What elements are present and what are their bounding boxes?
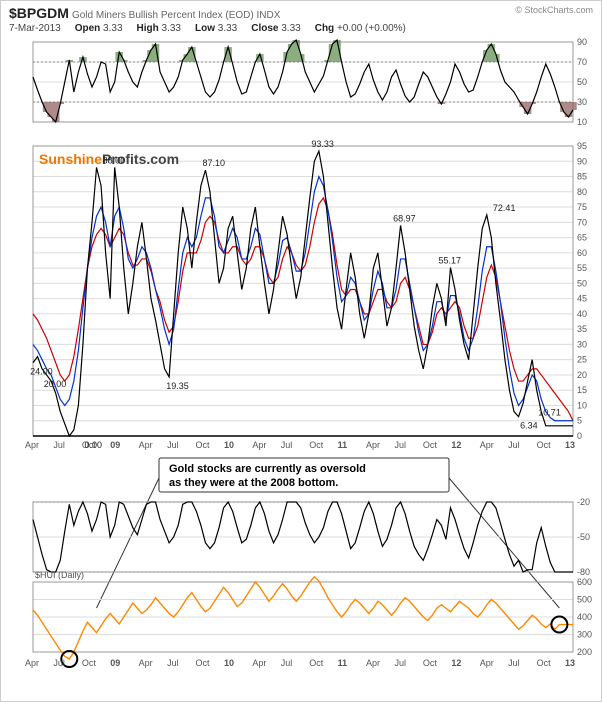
svg-text:19.35: 19.35 [166, 381, 189, 391]
svg-text:Apr: Apr [139, 440, 153, 450]
svg-text:Oct: Oct [309, 658, 324, 668]
svg-text:55: 55 [577, 263, 587, 273]
svg-text:Apr: Apr [480, 440, 494, 450]
svg-text:Apr: Apr [252, 658, 266, 668]
svg-text:72.41: 72.41 [493, 203, 516, 213]
svg-text:50: 50 [577, 278, 587, 288]
svg-text:09: 09 [110, 658, 120, 668]
svg-text:Jul: Jul [53, 658, 65, 668]
svg-text:Apr: Apr [366, 440, 380, 450]
svg-text:-50: -50 [577, 532, 590, 542]
ticker-symbol: $BPGDM [9, 5, 69, 21]
svg-text:Oct: Oct [82, 658, 97, 668]
svg-text:95: 95 [577, 141, 587, 151]
svg-text:300: 300 [577, 630, 592, 640]
svg-text:5: 5 [577, 416, 582, 426]
svg-text:Oct: Oct [537, 658, 552, 668]
ohlc-line: 7-Mar-2013 Open 3.33 High 3.33 Low 3.33 … [1, 23, 601, 38]
svg-text:30: 30 [577, 339, 587, 349]
svg-text:11: 11 [338, 440, 348, 450]
svg-text:400: 400 [577, 612, 592, 622]
svg-text:Oct: Oct [537, 440, 552, 450]
svg-text:93.33: 93.33 [311, 139, 334, 149]
svg-text:65: 65 [577, 233, 587, 243]
svg-text:Oct: Oct [423, 440, 438, 450]
svg-text:09: 09 [110, 440, 120, 450]
svg-text:12: 12 [451, 658, 461, 668]
svg-text:as they were at the 2008 botto: as they were at the 2008 bottom. [169, 477, 338, 489]
svg-text:-20: -20 [577, 497, 590, 507]
svg-text:Apr: Apr [366, 658, 380, 668]
svg-text:15: 15 [577, 385, 587, 395]
svg-text:Jul: Jul [394, 440, 406, 450]
svg-text:85: 85 [577, 172, 587, 182]
svg-text:35: 35 [577, 324, 587, 334]
svg-text:Jul: Jul [508, 440, 520, 450]
svg-text:Apr: Apr [139, 658, 153, 668]
svg-text:Jul: Jul [53, 440, 65, 450]
svg-text:Jul: Jul [281, 658, 293, 668]
attribution: © StockCharts.com [515, 5, 593, 15]
svg-text:0: 0 [577, 431, 582, 441]
svg-text:Oct: Oct [196, 658, 211, 668]
svg-text:80: 80 [577, 187, 587, 197]
svg-text:Apr: Apr [480, 658, 494, 668]
svg-text:12: 12 [451, 440, 461, 450]
chart-date: 7-Mar-2013 [9, 23, 61, 34]
svg-text:90: 90 [577, 156, 587, 166]
svg-text:Apr: Apr [25, 440, 39, 450]
svg-text:Apr: Apr [252, 440, 266, 450]
svg-text:10: 10 [224, 440, 234, 450]
svg-text:Oct: Oct [309, 440, 324, 450]
svg-text:25: 25 [577, 355, 587, 365]
svg-text:10: 10 [577, 400, 587, 410]
svg-text:Oct: Oct [423, 658, 438, 668]
svg-text:Gold stocks are currently as o: Gold stocks are currently as oversold [169, 463, 366, 475]
svg-text:40: 40 [577, 309, 587, 319]
svg-text:55.17: 55.17 [438, 256, 461, 266]
svg-text:20: 20 [577, 370, 587, 380]
svg-text:Apr: Apr [25, 658, 39, 668]
chart-svg: 10 30 50 70 90 0 5 10 15 20 25 30 35 40 45 50 55 60 65 70 75… [1, 38, 602, 698]
svg-text:60: 60 [577, 248, 587, 258]
svg-text:Jul: Jul [281, 440, 293, 450]
svg-text:Jul: Jul [167, 658, 179, 668]
svg-text:200: 200 [577, 647, 592, 657]
svg-text:Jul: Jul [167, 440, 179, 450]
svg-text:20.00: 20.00 [44, 379, 67, 389]
svg-text:87.10: 87.10 [203, 158, 226, 168]
chart-header: $BPGDM Gold Miners Bullish Percent Index… [1, 1, 601, 23]
svg-text:30: 30 [577, 97, 587, 107]
svg-text:13: 13 [565, 440, 575, 450]
svg-text:68.97: 68.97 [393, 213, 416, 223]
svg-text:600: 600 [577, 577, 592, 587]
svg-text:70: 70 [577, 57, 587, 67]
svg-text:6.34: 6.34 [520, 421, 538, 431]
svg-text:10: 10 [224, 658, 234, 668]
svg-text:11: 11 [338, 658, 348, 668]
svg-text:Oct: Oct [196, 440, 211, 450]
chart-panels: 10 30 50 70 90 0 5 10 15 20 25 30 35 40 45 50 55 60 65 70 75… [1, 38, 601, 698]
svg-text:-80: -80 [577, 567, 590, 577]
svg-text:45: 45 [577, 294, 587, 304]
svg-text:75: 75 [577, 202, 587, 212]
svg-text:50: 50 [577, 77, 587, 87]
svg-text:24.00: 24.00 [30, 367, 53, 377]
svg-text:Jul: Jul [394, 658, 406, 668]
svg-text:Jul: Jul [508, 658, 520, 668]
svg-text:88.00: 88.00 [103, 155, 126, 165]
svg-text:10.71: 10.71 [538, 407, 561, 417]
svg-text:Oct: Oct [82, 440, 97, 450]
svg-text:500: 500 [577, 595, 592, 605]
svg-text:70: 70 [577, 217, 587, 227]
ticker-description: Gold Miners Bullish Percent Index (EOD) … [72, 10, 280, 21]
svg-text:$HUI (Daily): $HUI (Daily) [35, 570, 84, 580]
svg-text:13: 13 [565, 658, 575, 668]
svg-text:90: 90 [577, 38, 587, 47]
svg-text:10: 10 [577, 117, 587, 127]
